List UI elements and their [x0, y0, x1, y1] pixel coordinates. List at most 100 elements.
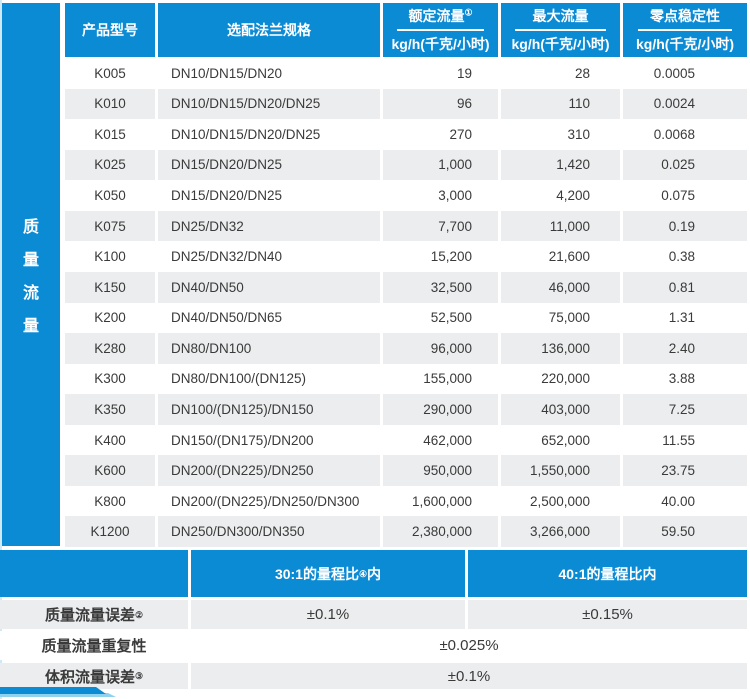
table-row: K010 DN10/DN15/DN20/DN25 96 110 0.0024	[65, 88, 747, 120]
header-rated-flow: 额定流量① kg/h(千克/小时)	[383, 3, 498, 57]
cell-product-model: K280	[65, 333, 155, 364]
accuracy-table-header: 30:1的量程比 ④ 内 40:1的量程比内	[0, 550, 747, 597]
flow-spec-table: 产品型号 选配法兰规格 额定流量① kg/h(千克/小时) 最大流量 kg/h(…	[65, 3, 747, 547]
side-label-char: 质	[22, 219, 39, 236]
cell-max-flow: 2,500,000	[501, 485, 620, 517]
cell-zero-stability: 0.0005	[623, 58, 747, 89]
flow-spec-table-body: K005 DN10/DN15/DN20 19 28 0.0005 K010 DN10/DN1…	[65, 58, 747, 547]
cell-max-flow: 310	[501, 119, 620, 150]
cell-zero-stability: 40.00	[623, 485, 747, 517]
cell-max-flow: 220,000	[501, 363, 620, 395]
table-row: K150 DN40/DN50 32,500 46,000 0.81	[65, 271, 747, 303]
cell-flange-spec: DN80/DN100/(DN125)	[158, 363, 380, 395]
accuracy-row-label-text: 体积流量误差	[44, 668, 135, 686]
accuracy-row: 质量流量误差 ② ±0.1% ±0.15%	[0, 600, 747, 629]
left-edge-accent	[0, 0, 2, 699]
cell-zero-stability: 23.75	[623, 455, 747, 486]
cell-flange-spec: DN15/DN20/DN25	[158, 149, 380, 181]
accuracy-header-turndown-40: 40:1的量程比内	[468, 550, 747, 597]
accuracy-row: 质量流量重复性 ±0.025%	[0, 631, 747, 660]
cell-rated-flow: 96	[383, 88, 498, 120]
cell-rated-flow: 19	[383, 58, 498, 89]
cell-max-flow: 11,000	[501, 210, 620, 242]
header-flange-spec: 选配法兰规格	[158, 3, 380, 57]
cell-zero-stability: 0.025	[623, 149, 747, 181]
side-label-char: 量	[22, 252, 39, 269]
accuracy-table-body: 质量流量误差 ② ±0.1% ±0.15% 质量流量重复性 ±0.025% 体积流量误差 ③ ±…	[0, 600, 747, 689]
cell-rated-flow: 290,000	[383, 394, 498, 425]
header-flange-spec-label: 选配法兰规格	[227, 22, 311, 38]
cell-product-model: K150	[65, 271, 155, 303]
accuracy-header-turndown-30: 30:1的量程比 ④ 内	[191, 550, 465, 597]
cell-flange-spec: DN10/DN15/DN20/DN25	[158, 88, 380, 120]
header-zero-stability-title: 零点稳定性	[637, 6, 733, 31]
footnote-1-marker: ①	[464, 7, 473, 18]
accuracy-header-spacer	[0, 550, 188, 597]
cell-rated-flow: 7,700	[383, 210, 498, 242]
table-row: K200 DN40/DN50/DN65 52,500 75,000 1.31	[65, 302, 747, 334]
cell-max-flow: 28	[501, 58, 620, 89]
cell-product-model: K015	[65, 119, 155, 150]
header-max-flow: 最大流量 kg/h(千克/小时)	[501, 3, 620, 57]
cell-product-model: K025	[65, 149, 155, 181]
cell-flange-spec: DN15/DN20/DN25	[158, 180, 380, 211]
cell-product-model: K200	[65, 302, 155, 334]
cell-zero-stability: 7.25	[623, 394, 747, 425]
mass-flow-vertical-label: 质量流量	[23, 213, 39, 336]
cell-zero-stability: 1.31	[623, 302, 747, 334]
cell-rated-flow: 3,000	[383, 180, 498, 211]
cell-zero-stability: 0.19	[623, 210, 747, 242]
table-row: K800 DN200/(DN225)/DN250/DN300 1,600,000 2,…	[65, 485, 747, 517]
cell-flange-spec: DN25/DN32	[158, 210, 380, 242]
bottom-ribbon-dark	[0, 687, 106, 694]
accuracy-value-40: ±0.15%	[468, 600, 747, 629]
cell-rated-flow: 950,000	[383, 455, 498, 486]
table-row: K300 DN80/DN100/(DN125) 155,000 220,000 3.88	[65, 363, 747, 395]
cell-flange-spec: DN10/DN15/DN20	[158, 58, 380, 89]
table-row: K100 DN25/DN32/DN40 15,200 21,600 0.38	[65, 241, 747, 272]
bottom-ribbon-light	[0, 693, 116, 697]
cell-zero-stability: 0.81	[623, 271, 747, 303]
header-max-flow-title: 最大流量	[515, 6, 606, 31]
table-row: K350 DN100/(DN125)/DN150 290,000 403,000 7.2…	[65, 394, 747, 425]
cell-max-flow: 46,000	[501, 271, 620, 303]
cell-product-model: K050	[65, 180, 155, 211]
cell-flange-spec: DN10/DN15/DN20/DN25	[158, 119, 380, 150]
accuracy-value-merged: ±0.1%	[191, 663, 747, 689]
cell-product-model: K300	[65, 363, 155, 395]
table-row: K005 DN10/DN15/DN20 19 28 0.0005	[65, 58, 747, 89]
cell-rated-flow: 2,380,000	[383, 516, 498, 547]
header-rated-flow-title: 额定流量①	[396, 6, 485, 31]
cell-max-flow: 75,000	[501, 302, 620, 334]
cell-flange-spec: DN200/(DN225)/DN250/DN300	[158, 485, 380, 517]
accuracy-row-label-text: 质量流量误差	[44, 607, 135, 624]
cell-max-flow: 3,266,000	[501, 516, 620, 547]
cell-product-model: K350	[65, 394, 155, 425]
cell-zero-stability: 0.0024	[623, 88, 747, 120]
cell-zero-stability: 2.40	[623, 333, 747, 364]
header-rated-flow-unit: kg/h(千克/小时)	[391, 36, 490, 52]
cell-rated-flow: 462,000	[383, 424, 498, 456]
cell-flange-spec: DN40/DN50	[158, 271, 380, 303]
side-label-char: 量	[22, 318, 39, 335]
cell-product-model: K400	[65, 424, 155, 456]
cell-rated-flow: 270	[383, 119, 498, 150]
flow-spec-table-header: 产品型号 选配法兰规格 额定流量① kg/h(千克/小时) 最大流量 kg/h(…	[65, 3, 747, 57]
table-row: K400 DN150/(DN175)/DN200 462,000 652,000 11.…	[65, 424, 747, 456]
cell-max-flow: 4,200	[501, 180, 620, 211]
cell-max-flow: 403,000	[501, 394, 620, 425]
cell-zero-stability: 11.55	[623, 424, 747, 456]
header-zero-stability-unit: kg/h(千克/小时)	[636, 36, 734, 52]
cell-product-model: K010	[65, 88, 155, 120]
side-label-char: 流	[22, 285, 39, 302]
cell-zero-stability: 59.50	[623, 516, 747, 547]
accuracy-row-label: 质量流量误差 ②	[0, 600, 188, 629]
cell-zero-stability: 0.38	[623, 241, 747, 272]
table-row: K015 DN10/DN15/DN20/DN25 270 310 0.0068	[65, 119, 747, 150]
table-row: K280 DN80/DN100 96,000 136,000 2.40	[65, 333, 747, 364]
cell-rated-flow: 1,000	[383, 149, 498, 181]
cell-flange-spec: DN150/(DN175)/DN200	[158, 424, 380, 456]
header-product-model: 产品型号	[65, 3, 155, 57]
cell-flange-spec: DN200/(DN225)/DN250	[158, 455, 380, 486]
